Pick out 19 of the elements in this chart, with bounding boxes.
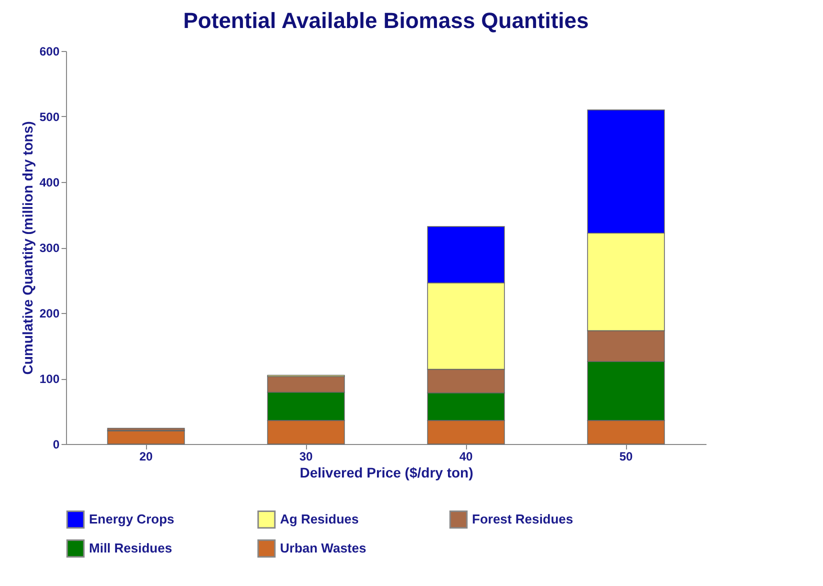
x-tick-label: 30 [299,450,313,464]
chart-title: Potential Available Biomass Quantities [183,8,589,33]
x-tick-label: 40 [459,450,473,464]
y-tick-label: 200 [39,306,60,320]
legend-label: Mill Residues [89,540,172,556]
legend-label: Ag Residues [280,512,359,527]
legend-label: Urban Wastes [280,540,366,556]
legend-label: Forest Residues [472,512,574,527]
y-tick-label: 100 [39,372,60,386]
x-axis-title: Delivered Price ($/dry ton) [300,464,474,480]
y-tick-label: 0 [52,438,60,452]
y-axis-title: Cumulative Quantity (million dry tons) [19,121,36,375]
y-tick-label: 600 [39,44,60,58]
y-tick-label: 400 [39,176,60,190]
legend-label: Energy Crops [89,512,174,527]
y-tick-label: 500 [39,110,60,124]
x-tick-label: 50 [619,450,633,464]
y-tick-label: 300 [39,241,60,255]
x-tick-label: 20 [139,450,153,464]
